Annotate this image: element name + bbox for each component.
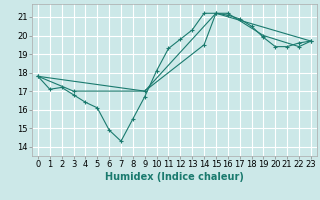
X-axis label: Humidex (Indice chaleur): Humidex (Indice chaleur): [105, 172, 244, 182]
